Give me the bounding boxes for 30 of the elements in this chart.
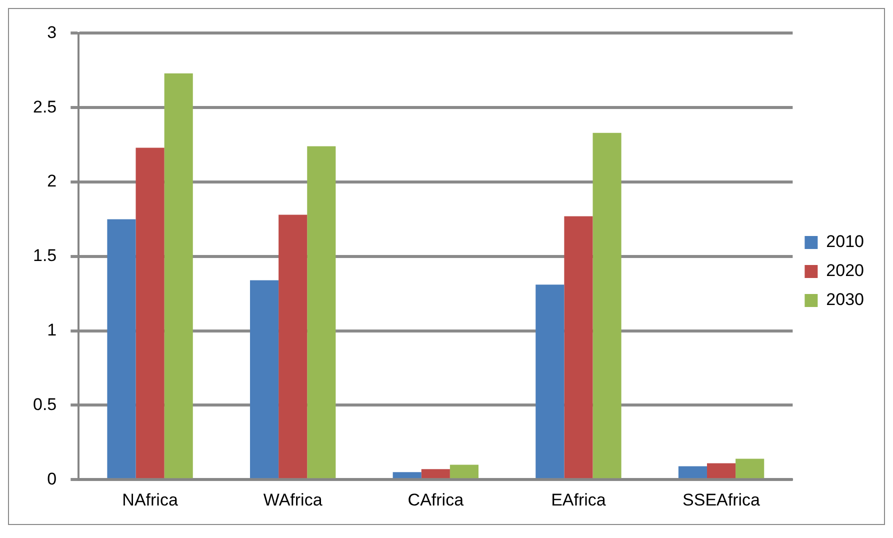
bar [421, 469, 450, 478]
y-tick-label: 0 [47, 469, 57, 488]
legend-label: 2030 [826, 290, 864, 310]
x-tick-label: NAfrica [122, 490, 178, 510]
bar [392, 472, 422, 478]
bar [307, 146, 336, 478]
bar [164, 73, 193, 478]
y-tick-label: 2.5 [32, 97, 57, 116]
y-tick-label: 3 [47, 22, 57, 42]
x-tick-label: SSEAfrica [682, 490, 761, 510]
bar [450, 464, 478, 478]
bar [136, 148, 164, 478]
x-tick-label: CAfrica [408, 490, 464, 510]
bar [250, 280, 279, 478]
y-tick-label: 2 [47, 172, 57, 191]
x-tick-label: EAfrica [551, 490, 606, 510]
y-tick-label: 0.5 [32, 394, 57, 414]
bar [678, 466, 707, 478]
bar [564, 216, 593, 478]
legend-label: 2020 [826, 261, 864, 280]
bar [592, 132, 622, 478]
bar [278, 214, 308, 478]
legend-label: 2010 [826, 232, 864, 252]
bar [536, 284, 564, 478]
bar [736, 458, 764, 478]
y-tick-label: 1.5 [32, 246, 57, 266]
bar [107, 219, 136, 478]
y-tick-label: 1 [47, 320, 57, 340]
x-tick-label: WAfrica [263, 490, 323, 510]
bar [706, 463, 736, 478]
